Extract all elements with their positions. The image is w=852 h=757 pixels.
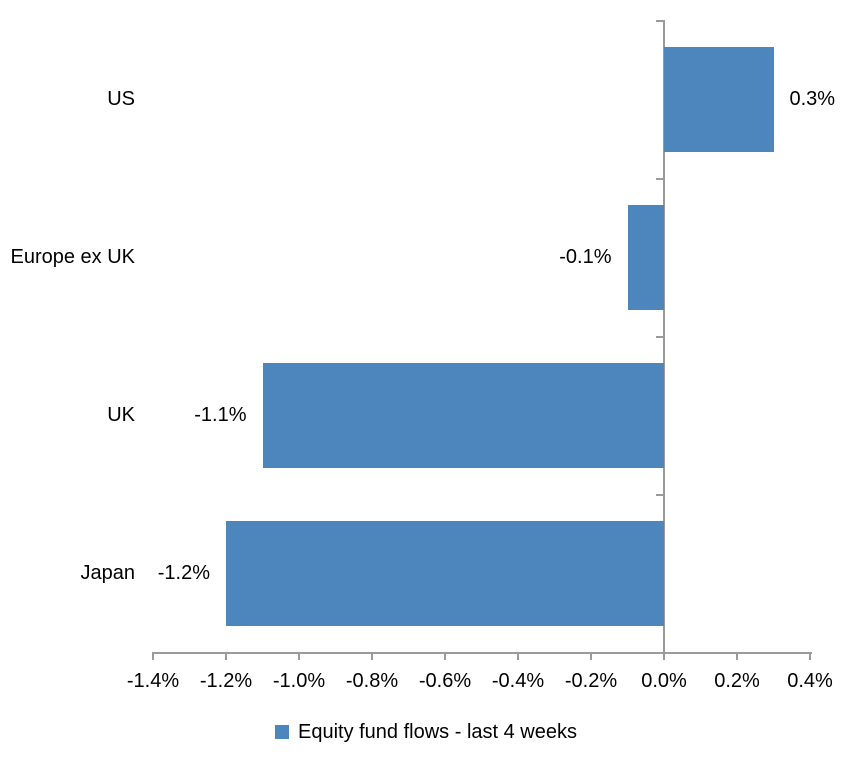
category-tick (656, 20, 664, 22)
x-axis-line (153, 652, 812, 654)
bar (664, 46, 774, 152)
category-label: UK (107, 404, 135, 426)
category-tick (656, 178, 664, 180)
x-tick (298, 652, 300, 660)
x-tick (444, 652, 446, 660)
bar-value-label: 0.3% (789, 88, 836, 110)
bar-value-label: -1.2% (157, 562, 210, 584)
category-label: Japan (80, 562, 136, 584)
x-tick (371, 652, 373, 660)
x-tick-label: -0.8% (345, 670, 399, 692)
x-tick (809, 652, 811, 660)
x-tick-label: 0.2% (714, 670, 760, 692)
category-label: US (107, 88, 135, 110)
x-tick (225, 652, 227, 660)
category-tick (656, 336, 664, 338)
x-tick-label: 0.0% (641, 670, 687, 692)
bar-value-label: -1.1% (194, 404, 247, 426)
bar (627, 204, 664, 310)
x-tick-label: 0.4% (787, 670, 833, 692)
x-tick (736, 652, 738, 660)
x-tick-label: -0.2% (564, 670, 618, 692)
x-tick (517, 652, 519, 660)
x-tick-label: -0.6% (418, 670, 472, 692)
bar (262, 362, 664, 468)
x-tick-label: -1.4% (126, 670, 180, 692)
bar-value-label: -0.1% (559, 246, 612, 268)
category-tick (656, 494, 664, 496)
category-axis-line (663, 20, 665, 660)
category-tick (656, 652, 664, 654)
x-tick-label: -1.2% (199, 670, 253, 692)
x-tick (152, 652, 154, 660)
category-label: Europe ex UK (10, 246, 135, 268)
x-tick (590, 652, 592, 660)
x-tick-label: -0.4% (491, 670, 545, 692)
legend: Equity fund flows - last 4 weeks (0, 716, 852, 748)
bar (226, 520, 664, 626)
x-tick-label: -1.0% (272, 670, 326, 692)
legend-label: Equity fund flows - last 4 weeks (297, 721, 577, 743)
legend-swatch (274, 725, 289, 739)
